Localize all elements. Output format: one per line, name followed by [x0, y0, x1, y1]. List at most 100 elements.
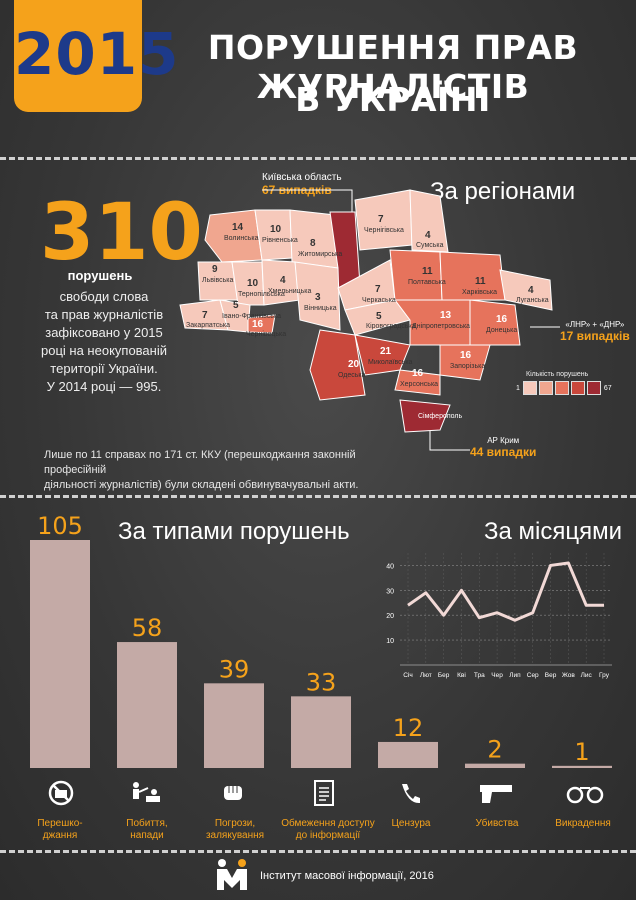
region-rivne [254, 209, 293, 261]
region-value: 7 [202, 310, 208, 321]
types-title: За типами порушень [118, 518, 350, 545]
region-value: 10 [247, 278, 259, 289]
lnr-callout: «ЛНР» + «ДНР» 17 випадків [560, 320, 630, 343]
region-chernivtsi [247, 314, 276, 334]
region-name: Полтавська [408, 279, 446, 286]
type-label: Погрози, залякування [196, 818, 274, 842]
bar-value-label: 33 [306, 668, 337, 696]
region-name: Івано-Франківська [222, 312, 281, 320]
type-label: Обмеження доступу до інформації [280, 818, 376, 842]
ukraine-map: 14 10 8 7 4 9 10 4 3 7 11 11 4 7 5 16 5 … [179, 189, 560, 451]
indictment-note: Лише по 11 справах по 171 ст. ККУ (переш… [44, 448, 374, 493]
bar [465, 763, 525, 768]
type-label-line: Погрози, [214, 818, 256, 829]
kyiv-label: Київська область [262, 172, 342, 183]
region-value: 21 [380, 346, 392, 357]
document-icon [314, 780, 334, 806]
type-label-line: джання [42, 830, 78, 841]
x-tick-label: Тра [474, 672, 485, 679]
region-value: 7 [375, 284, 381, 295]
region-odesa [309, 329, 366, 401]
region-value: 4 [425, 230, 431, 241]
bar [378, 741, 438, 768]
region-name: Запорізька [450, 362, 485, 370]
x-tick-label: Лют [420, 672, 432, 679]
region-name: Львівська [202, 276, 234, 284]
region-donetsk [469, 299, 521, 346]
legend-max: 67 [603, 384, 612, 392]
region-names: Волинська Рівненська Житомирська Чернігі… [186, 226, 549, 420]
region-values: 14 10 8 7 4 9 10 4 3 7 11 11 4 7 5 16 5 … [202, 214, 534, 379]
region-name: Сумська [416, 242, 444, 249]
x-tick-label: Гру [599, 672, 610, 679]
title-line-2: В УКРАЇНІ [295, 80, 491, 119]
region-name: Харківська [462, 288, 497, 296]
legend-scale: 1 67 [516, 381, 612, 395]
bar [117, 642, 177, 768]
region-value: 13 [440, 310, 452, 321]
divider-top [0, 157, 636, 160]
bar [30, 540, 90, 768]
months-line-chart: 10 20 30 40 Січ Лют Бер Кві Тра Чер Лип Сер Вер Жов Ли… [386, 553, 612, 679]
region-name: Вінницька [304, 304, 337, 312]
bar [204, 683, 264, 768]
summary-line: та прав журналістів [44, 307, 164, 322]
region-value: 14 [232, 222, 244, 233]
legend-min: 1 [516, 384, 520, 392]
series-line [407, 561, 604, 622]
region-value: 7 [378, 214, 384, 225]
lnr-value: 17 випадків [560, 329, 630, 343]
region-name: Сімферополь [418, 412, 462, 420]
x-tick-label: Вер [545, 672, 557, 679]
y-tick-label: 10 [386, 638, 394, 645]
y-tick-label: 30 [386, 588, 394, 595]
crimea-label: АР Крим [487, 436, 520, 445]
x-tick-label: Січ [403, 671, 413, 679]
region-name: Донецька [486, 327, 517, 334]
regions-title: За регіонами [430, 178, 576, 205]
bar-value-label: 58 [132, 614, 163, 642]
legend-swatch [522, 381, 537, 395]
legend-swatch [538, 381, 553, 395]
region-name: Херсонська [400, 381, 438, 388]
legend-swatch [554, 381, 569, 395]
no-camera-icon [48, 780, 74, 806]
x-tick-label: Лип [509, 672, 521, 679]
region-value: 16 [496, 314, 508, 325]
x-tick-label: Жов [562, 672, 576, 679]
gun-icon [480, 785, 512, 803]
type-label-line: Обмеження доступу [281, 818, 375, 829]
summary-line: території України. [50, 361, 158, 376]
type-label-line: Убивства [475, 818, 519, 829]
months-title: За місяцями [484, 518, 622, 545]
type-label-line: напади [130, 830, 164, 841]
legend-swatch [570, 381, 585, 395]
type-label-line: Побиття, [126, 818, 168, 829]
crimea-callout: АР Крим 44 випадки [470, 436, 536, 459]
x-tick-label: Чер [491, 672, 503, 679]
region-value: 5 [376, 311, 382, 322]
type-label-line: Цензура [391, 818, 431, 829]
region-kherson [394, 369, 441, 396]
total-label: порушень [67, 268, 133, 283]
x-tick-label: Лис [581, 672, 593, 679]
region-value: 16 [412, 368, 424, 379]
type-label: Убивства [462, 818, 532, 830]
summary-line: зафіксовано у 2015 [45, 325, 163, 340]
region-name: Одеська [338, 372, 366, 379]
region-value: 9 [212, 264, 218, 275]
region-poltava [389, 249, 443, 301]
bar-value-label: 39 [219, 655, 250, 683]
region-name: Волинська [224, 235, 259, 242]
type-label: Перешко- джання [24, 818, 96, 842]
region-name: Черкаська [362, 297, 396, 304]
divider-bottom [0, 850, 636, 853]
type-label-line: залякування [205, 830, 265, 841]
bar [291, 696, 351, 768]
region-zaporizhzhia [439, 344, 491, 381]
summary-text: свободи слова та прав журналістів зафікс… [14, 288, 194, 396]
y-tick-label: 20 [386, 613, 394, 620]
type-label-line: Викрадення [555, 818, 611, 829]
region-name: Хмельницька [268, 288, 312, 295]
type-label: Цензура [376, 818, 446, 830]
